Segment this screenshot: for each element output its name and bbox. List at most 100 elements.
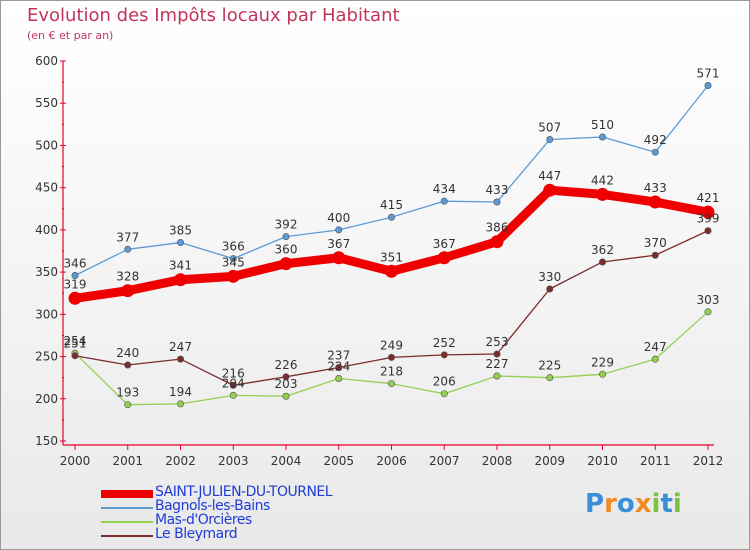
data-point-bagnols-les-bains [71, 271, 79, 279]
legend-item-mas-d-orci-res: Mas-d'Orcières [101, 512, 401, 528]
data-label-le-bleymard: 216 [222, 366, 245, 380]
x-tick-label: 2011 [640, 454, 671, 468]
data-point-saint-julien-du-tournel [648, 195, 662, 209]
data-point-bagnols-les-bains [546, 136, 554, 144]
x-tick-label: 2007 [429, 454, 460, 468]
x-tick-label: 2001 [112, 454, 143, 468]
data-point-bagnols-les-bains [335, 226, 343, 234]
data-label-mas-d-orci-res: 218 [380, 365, 403, 379]
legend-swatch [101, 507, 153, 509]
data-point-bagnols-les-bains [440, 197, 448, 205]
proxiti-logo: Proxiti [585, 489, 682, 519]
legend-label: Bagnols-les-Bains [155, 498, 270, 514]
data-point-mas-d-orci-res [335, 375, 343, 383]
data-label-mas-d-orci-res: 194 [169, 385, 192, 399]
legend-label: Mas-d'Orcières [155, 512, 252, 528]
legend: SAINT-JULIEN-DU-TOURNEL Bagnols-les-Bains… [101, 484, 401, 542]
data-point-mas-d-orci-res [598, 370, 606, 378]
data-label-saint-julien-du-tournel: 367 [327, 237, 350, 251]
data-point-saint-julien-du-tournel [332, 251, 346, 265]
legend-label: Le Bleymard [155, 526, 238, 542]
data-label-le-bleymard: 399 [697, 212, 720, 226]
data-label-bagnols-les-bains: 346 [64, 256, 87, 270]
data-label-mas-d-orci-res: 224 [327, 360, 350, 374]
data-point-mas-d-orci-res [124, 401, 132, 409]
x-tick-label: 2010 [587, 454, 618, 468]
logo-letter: i [672, 489, 682, 519]
data-label-bagnols-les-bains: 434 [433, 182, 456, 196]
data-label-saint-julien-du-tournel: 341 [169, 259, 192, 273]
data-point-bagnols-les-bains [651, 148, 659, 156]
x-tick-label: 2009 [534, 454, 565, 468]
data-label-saint-julien-du-tournel: 447 [538, 169, 561, 183]
data-point-saint-julien-du-tournel [279, 257, 293, 271]
chart-title: Evolution des Impôts locaux par Habitant [27, 5, 400, 26]
data-label-bagnols-les-bains: 492 [644, 133, 667, 147]
data-point-saint-julien-du-tournel [226, 269, 240, 283]
data-point-saint-julien-du-tournel [68, 291, 82, 305]
data-label-le-bleymard: 237 [327, 349, 350, 363]
data-point-saint-julien-du-tournel [596, 187, 609, 201]
x-tick-label: 2008 [482, 454, 513, 468]
data-point-mas-d-orci-res [282, 392, 290, 400]
data-label-bagnols-les-bains: 571 [697, 66, 720, 80]
legend-swatch [101, 521, 153, 523]
data-point-mas-d-orci-res [651, 355, 659, 363]
data-point-bagnols-les-bains [387, 213, 395, 221]
y-tick-label: 500 [35, 138, 58, 152]
data-label-mas-d-orci-res: 229 [591, 355, 614, 369]
x-tick-label: 2004 [271, 454, 302, 468]
data-point-le-bleymard [124, 361, 132, 369]
data-point-le-bleymard [282, 373, 290, 381]
data-label-saint-julien-du-tournel: 319 [64, 277, 87, 291]
data-label-saint-julien-du-tournel: 442 [591, 173, 614, 187]
data-point-mas-d-orci-res [387, 380, 395, 388]
legend-item-saint-julien-du-tournel: SAINT-JULIEN-DU-TOURNEL [101, 484, 401, 500]
y-tick-label: 400 [35, 223, 58, 237]
data-point-le-bleymard [493, 350, 501, 358]
legend-item-bagnols-les-bains: Bagnols-les-Bains [101, 498, 401, 514]
legend-item-le-bleymard: Le Bleymard [101, 526, 401, 542]
x-tick-label: 2012 [693, 454, 724, 468]
data-point-mas-d-orci-res [493, 372, 501, 380]
data-point-bagnols-les-bains [282, 233, 290, 241]
data-label-le-bleymard: 330 [538, 270, 561, 284]
data-point-mas-d-orci-res [229, 391, 237, 399]
logo-letter: r [604, 489, 617, 519]
data-label-le-bleymard: 251 [64, 337, 87, 351]
data-label-bagnols-les-bains: 433 [486, 183, 509, 197]
y-tick-label: 450 [35, 181, 58, 195]
data-label-bagnols-les-bains: 377 [116, 230, 139, 244]
data-point-saint-julien-du-tournel [701, 205, 715, 219]
data-label-le-bleymard: 252 [433, 336, 456, 350]
data-label-le-bleymard: 226 [275, 358, 298, 372]
y-tick-label: 200 [35, 392, 58, 406]
data-label-bagnols-les-bains: 366 [222, 240, 245, 254]
x-tick-label: 2002 [165, 454, 196, 468]
logo-letter: P [585, 489, 605, 519]
logo-letter: t [660, 489, 673, 519]
y-tick-label: 300 [35, 307, 58, 321]
x-tick-label: 2005 [323, 454, 354, 468]
logo-letter: x [634, 489, 652, 519]
data-point-saint-julien-du-tournel [174, 273, 187, 287]
data-point-bagnols-les-bains [229, 255, 237, 263]
x-tick-label: 2003 [218, 454, 249, 468]
data-point-le-bleymard [546, 285, 554, 293]
data-label-le-bleymard: 240 [116, 346, 139, 360]
data-point-bagnols-les-bains [177, 239, 185, 247]
data-point-mas-d-orci-res [177, 400, 185, 408]
data-point-saint-julien-du-tournel [543, 183, 557, 197]
chart-subtitle: (en € et par an) [27, 29, 114, 42]
data-label-saint-julien-du-tournel: 386 [486, 221, 509, 235]
data-point-bagnols-les-bains [493, 198, 501, 206]
data-point-le-bleymard [387, 353, 395, 361]
x-tick-label: 2006 [376, 454, 407, 468]
y-tick-label: 550 [35, 96, 58, 110]
data-point-le-bleymard [71, 352, 79, 360]
data-label-mas-d-orci-res: 206 [433, 375, 456, 389]
data-label-mas-d-orci-res: 247 [644, 340, 667, 354]
data-point-le-bleymard [651, 251, 659, 259]
data-point-saint-julien-du-tournel [490, 235, 504, 249]
data-label-bagnols-les-bains: 415 [380, 198, 403, 212]
